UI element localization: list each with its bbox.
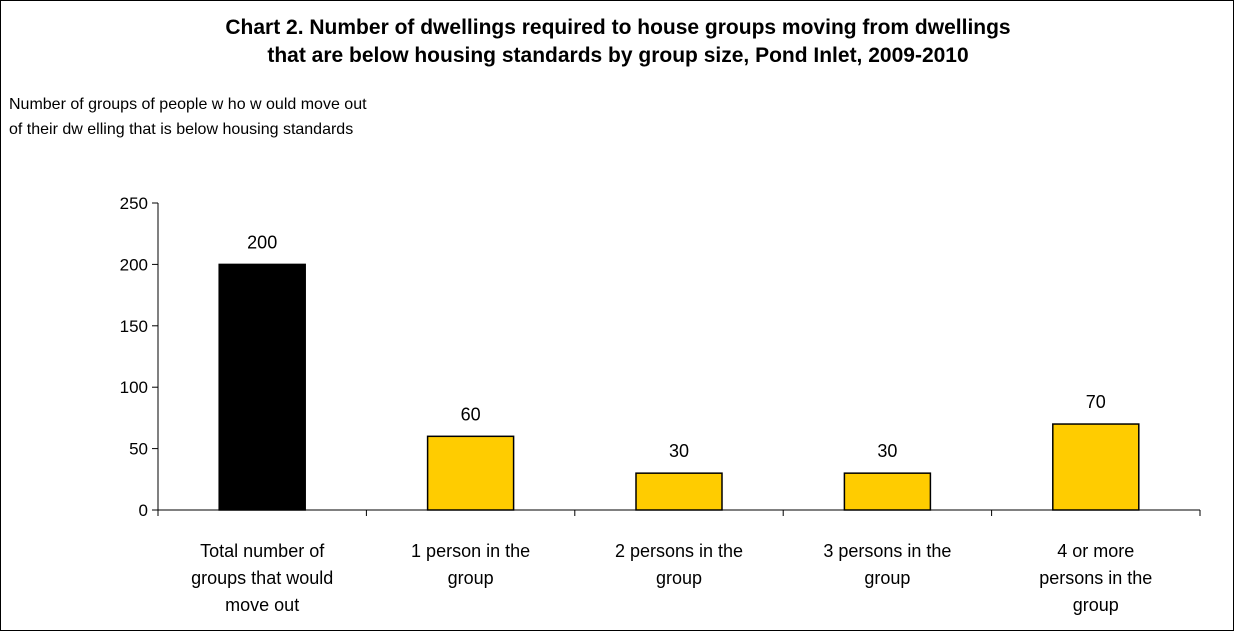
x-category-label-line: 1 person in the bbox=[371, 538, 571, 565]
x-category-label-line: 2 persons in the bbox=[579, 538, 779, 565]
x-category-label: 4 or more persons in the group bbox=[996, 538, 1196, 619]
bar bbox=[1053, 424, 1139, 510]
x-category-label-line: 3 persons in the bbox=[787, 538, 987, 565]
x-category-label: 2 persons in the group bbox=[579, 538, 779, 592]
x-category-label-line: groups that would bbox=[162, 565, 362, 592]
data-label: 200 bbox=[247, 232, 277, 252]
x-category-label-line: group bbox=[371, 565, 571, 592]
data-label: 70 bbox=[1086, 392, 1106, 412]
data-label: 30 bbox=[669, 441, 689, 461]
x-category-label-line: Total number of bbox=[162, 538, 362, 565]
x-category-label-line: group bbox=[579, 565, 779, 592]
bar bbox=[636, 473, 722, 510]
x-category-label: Total number of groups that would move out bbox=[162, 538, 362, 619]
y-tick-label: 250 bbox=[120, 194, 148, 213]
x-category-label-line: group bbox=[787, 565, 987, 592]
y-tick-label: 200 bbox=[120, 255, 148, 274]
x-category-label-line: persons in the bbox=[996, 565, 1196, 592]
bar bbox=[844, 473, 930, 510]
data-label: 30 bbox=[877, 441, 897, 461]
bar bbox=[219, 264, 305, 510]
bar bbox=[428, 436, 514, 510]
x-category-label: 3 persons in the group bbox=[787, 538, 987, 592]
x-category-label-line: 4 or more bbox=[996, 538, 1196, 565]
y-tick-label: 150 bbox=[120, 317, 148, 336]
data-label: 60 bbox=[461, 404, 481, 424]
x-category-label: 1 person in the group bbox=[371, 538, 571, 592]
x-category-label-line: group bbox=[996, 592, 1196, 619]
x-category-label-line: move out bbox=[162, 592, 362, 619]
y-tick-label: 100 bbox=[120, 378, 148, 397]
y-tick-label: 50 bbox=[129, 440, 148, 459]
y-tick-label: 0 bbox=[139, 501, 148, 520]
